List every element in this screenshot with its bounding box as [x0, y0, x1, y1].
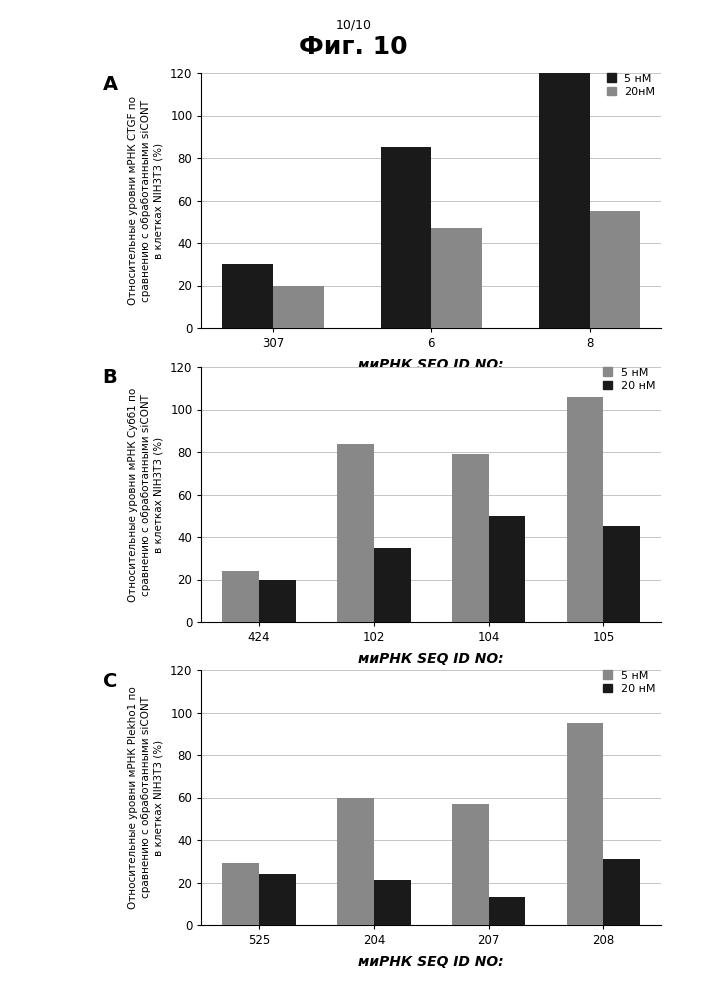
Bar	[431, 228, 482, 328]
Bar	[259, 580, 296, 622]
Legend: 5 нМ, 20 нМ: 5 нМ, 20 нМ	[603, 367, 655, 391]
Bar	[539, 73, 590, 328]
Bar	[223, 571, 259, 622]
Bar	[273, 286, 324, 328]
X-axis label: миРНК SEQ ID NO:: миРНК SEQ ID NO:	[358, 652, 504, 666]
X-axis label: миРНК SEQ ID NO:: миРНК SEQ ID NO:	[358, 955, 504, 969]
Bar	[337, 798, 374, 925]
Bar	[380, 147, 431, 328]
Bar	[374, 548, 411, 622]
Bar	[604, 526, 640, 622]
Bar	[489, 897, 525, 925]
Y-axis label: Относительные уровни мРНК Субб1 по
сравнению с обработанными siCONT
в клетках NI: Относительные уровни мРНК Субб1 по сравн…	[129, 387, 163, 602]
Bar	[567, 723, 604, 925]
Y-axis label: Относительные уровни мРНК Plekho1 по
сравнению с обработанными siCONT
в клетках : Относительные уровни мРНК Plekho1 по сра…	[129, 686, 163, 909]
Bar	[223, 863, 259, 925]
Bar	[223, 264, 273, 328]
Bar	[590, 211, 640, 328]
Bar	[374, 880, 411, 925]
Bar	[452, 804, 489, 925]
Bar	[452, 454, 489, 622]
Bar	[337, 444, 374, 622]
Text: Фиг. 10: Фиг. 10	[299, 35, 408, 59]
Bar	[489, 516, 525, 622]
Text: C: C	[103, 672, 117, 691]
Text: B: B	[103, 368, 117, 387]
Legend: 5 нМ, 20 нМ: 5 нМ, 20 нМ	[603, 670, 655, 694]
X-axis label: миРНК SEQ ID NO:: миРНК SEQ ID NO:	[358, 358, 504, 372]
Legend: 5 нМ, 20нМ: 5 нМ, 20нМ	[607, 73, 655, 97]
Text: 10/10: 10/10	[336, 18, 371, 31]
Bar	[604, 859, 640, 925]
Y-axis label: Относительные уровни мРНК CTGF по
сравнению с обработанными siCONT
в клетках NIH: Относительные уровни мРНК CTGF по сравне…	[129, 96, 163, 305]
Bar	[259, 874, 296, 925]
Text: A: A	[103, 75, 117, 94]
Bar	[567, 397, 604, 622]
